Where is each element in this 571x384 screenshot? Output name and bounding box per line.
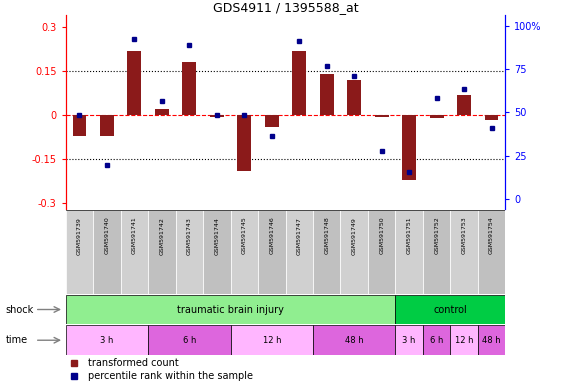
Bar — [347, 80, 361, 115]
Bar — [430, 115, 444, 118]
Bar — [395, 295, 505, 324]
Bar — [313, 325, 395, 355]
Bar — [73, 115, 86, 136]
Bar — [93, 210, 120, 294]
Bar — [403, 115, 416, 180]
Bar — [66, 210, 93, 294]
Text: GSM591746: GSM591746 — [270, 217, 274, 255]
Bar — [292, 51, 306, 115]
Text: GSM591750: GSM591750 — [379, 217, 384, 254]
Bar — [203, 210, 231, 294]
Text: time: time — [6, 335, 28, 345]
Bar — [423, 325, 451, 355]
Bar — [127, 51, 141, 115]
Text: 6 h: 6 h — [183, 336, 196, 345]
Text: GSM591747: GSM591747 — [297, 217, 301, 255]
Bar — [451, 325, 478, 355]
Bar — [231, 210, 258, 294]
Text: GSM591751: GSM591751 — [407, 217, 412, 254]
Text: GSM591754: GSM591754 — [489, 217, 494, 255]
Bar — [176, 210, 203, 294]
Bar — [148, 325, 231, 355]
Text: GSM591739: GSM591739 — [77, 217, 82, 255]
Text: shock: shock — [6, 305, 34, 314]
Bar — [457, 95, 471, 115]
Bar — [100, 115, 114, 136]
Text: GSM591740: GSM591740 — [104, 217, 110, 255]
Bar — [66, 325, 148, 355]
Text: GSM591743: GSM591743 — [187, 217, 192, 255]
Bar — [148, 210, 176, 294]
Text: GSM591744: GSM591744 — [214, 217, 219, 255]
Bar — [340, 210, 368, 294]
Text: 48 h: 48 h — [482, 336, 501, 345]
Text: GSM591741: GSM591741 — [132, 217, 137, 255]
Bar — [320, 74, 333, 115]
Bar — [395, 325, 423, 355]
Bar — [66, 295, 395, 324]
Bar — [258, 210, 286, 294]
Text: control: control — [433, 305, 467, 314]
Text: 48 h: 48 h — [345, 336, 364, 345]
Bar — [120, 210, 148, 294]
Bar — [395, 210, 423, 294]
Text: GSM591749: GSM591749 — [352, 217, 357, 255]
Bar — [485, 115, 498, 120]
Text: 12 h: 12 h — [263, 336, 281, 345]
Bar — [478, 325, 505, 355]
Bar — [265, 115, 279, 127]
Bar — [368, 210, 395, 294]
Bar — [210, 115, 224, 117]
Text: GSM591748: GSM591748 — [324, 217, 329, 255]
Text: traumatic brain injury: traumatic brain injury — [177, 305, 284, 314]
Bar — [313, 210, 340, 294]
Text: 3 h: 3 h — [100, 336, 114, 345]
Bar — [478, 210, 505, 294]
Text: 6 h: 6 h — [430, 336, 443, 345]
Bar — [451, 210, 478, 294]
Text: GSM591745: GSM591745 — [242, 217, 247, 255]
Bar — [183, 62, 196, 115]
Text: GSM591742: GSM591742 — [159, 217, 164, 255]
Bar — [375, 115, 388, 117]
Title: GDS4911 / 1395588_at: GDS4911 / 1395588_at — [212, 1, 359, 14]
Text: transformed count: transformed count — [88, 358, 178, 368]
Bar — [238, 115, 251, 171]
Text: 3 h: 3 h — [403, 336, 416, 345]
Bar — [231, 325, 313, 355]
Bar — [155, 109, 168, 115]
Bar — [286, 210, 313, 294]
Text: GSM591753: GSM591753 — [461, 217, 467, 255]
Bar — [423, 210, 451, 294]
Text: GSM591752: GSM591752 — [434, 217, 439, 255]
Text: 12 h: 12 h — [455, 336, 473, 345]
Text: percentile rank within the sample: percentile rank within the sample — [88, 371, 252, 381]
